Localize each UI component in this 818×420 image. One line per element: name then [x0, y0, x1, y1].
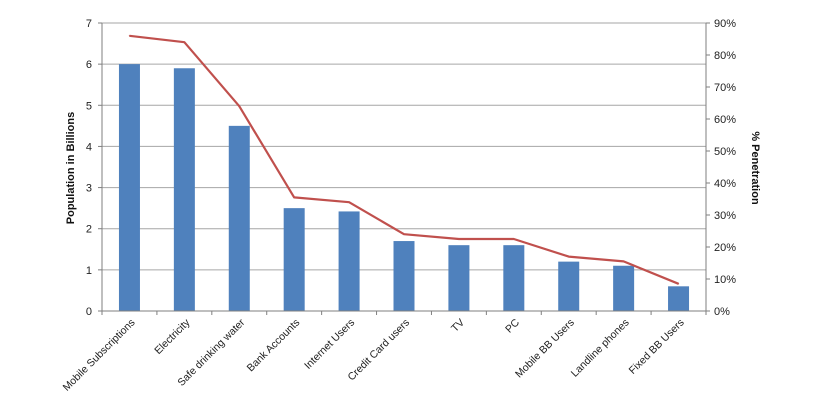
right-tick-label: 10%: [714, 274, 736, 286]
right-axis-ticks: 0% 10% 20% 30% 40% 50% 60% 70% 80% 90%: [714, 18, 736, 318]
left-tick-label: 7: [86, 18, 92, 30]
left-tick-label: 6: [86, 59, 92, 71]
category-label: Mobile BB Users: [513, 317, 577, 381]
category-label: Mobile Subscriptions: [61, 317, 138, 394]
line-point-4: [348, 201, 350, 203]
bar-0: [118, 64, 140, 312]
bar-2: [228, 125, 250, 311]
left-tick-label: 1: [86, 265, 92, 277]
y-axis-title: Population in Billions: [65, 112, 77, 224]
axes: [98, 22, 710, 315]
bar-series: [118, 64, 690, 312]
bar-5: [393, 241, 415, 311]
bar-10: [668, 286, 690, 311]
right-tick-label: 50%: [714, 146, 736, 158]
right-tick-label: 20%: [714, 242, 736, 254]
category-label: PC: [503, 316, 522, 335]
bar-3: [283, 208, 305, 311]
bar-4: [338, 211, 360, 311]
line-point-0: [128, 35, 131, 37]
left-tick-label: 2: [86, 224, 92, 236]
line-point-2: [238, 105, 240, 107]
line-point-3: [293, 196, 295, 198]
bar-9: [613, 265, 635, 311]
line-point-5: [403, 233, 405, 235]
line-point-7: [513, 238, 515, 240]
line-point-6: [458, 238, 460, 240]
left-tick-label: 5: [86, 100, 92, 112]
category-label: Bank Accounts: [245, 317, 303, 375]
right-tick-label: 40%: [714, 178, 736, 190]
category-label: Electricity: [152, 316, 193, 357]
category-label: TV: [449, 317, 467, 335]
category-label: Fixed BB Users: [627, 317, 687, 377]
line-series: [128, 34, 680, 285]
right-tick-label: 0%: [714, 306, 730, 318]
left-tick-label: 3: [86, 183, 92, 195]
line-point-8: [568, 256, 570, 258]
right-tick-label: 30%: [714, 210, 736, 222]
left-axis-ticks: 0 1 2 3 4 5 6 7: [86, 18, 92, 318]
bar-1: [173, 68, 195, 311]
category-label: Internet Users: [302, 317, 357, 372]
line-point-9: [623, 260, 625, 262]
right-tick-label: 80%: [714, 50, 736, 62]
line-point-10: [677, 283, 680, 285]
bar-8: [558, 261, 580, 311]
right-tick-label: 60%: [714, 114, 736, 126]
line-point-1: [183, 41, 185, 43]
right-tick-label: 90%: [714, 18, 736, 30]
right-tick-label: 70%: [714, 82, 736, 94]
y2-axis-title: % Penetration: [749, 131, 761, 205]
bar-7: [503, 245, 525, 311]
left-tick-label: 0: [86, 306, 92, 318]
bar-6: [448, 245, 470, 311]
left-tick-label: 4: [86, 141, 92, 153]
category-label: Landline phones: [569, 317, 632, 380]
